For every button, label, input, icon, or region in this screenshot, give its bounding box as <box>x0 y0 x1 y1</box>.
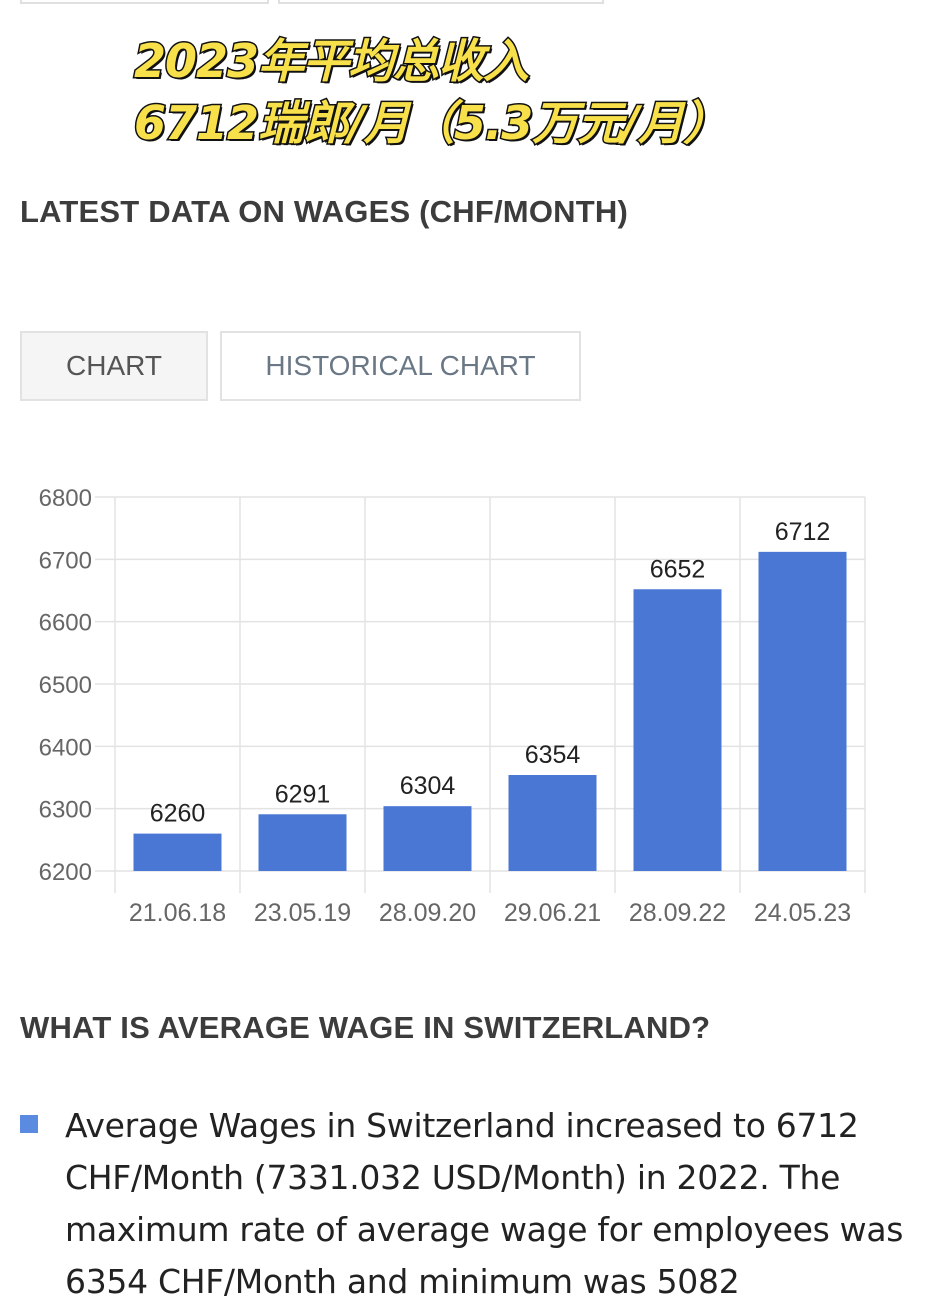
y-tick-label: 6500 <box>39 672 92 699</box>
bar <box>508 775 597 871</box>
x-tick-label: 24.05.23 <box>754 899 851 927</box>
bar-data-label: 6260 <box>150 800 206 828</box>
bar <box>133 833 222 871</box>
bullet-icon <box>20 1115 38 1133</box>
y-tick-label: 6700 <box>39 547 92 574</box>
x-tick-label: 28.09.22 <box>629 899 726 927</box>
description-text: Average Wages in Switzerland increased t… <box>65 1106 904 1301</box>
tab-historical-chart[interactable]: HISTORICAL CHART <box>220 331 581 401</box>
overlay-title-line1: 2023年平均总收入 <box>132 33 530 90</box>
bar-data-label: 6652 <box>650 555 706 583</box>
x-tick-label: 28.09.20 <box>379 899 476 927</box>
x-tick-label: 21.06.18 <box>129 899 226 927</box>
y-tick-label: 6400 <box>39 734 92 761</box>
tab-chart[interactable]: CHART <box>20 331 208 401</box>
bar <box>758 551 847 871</box>
top-tab-left <box>20 0 269 4</box>
bar-data-label: 6304 <box>400 772 456 800</box>
bar <box>633 589 722 871</box>
x-tick-label: 23.05.19 <box>254 899 351 927</box>
overlay-title: 2023年平均总收入 6712瑞郎/月（5.3万元/月） <box>132 30 730 154</box>
wages-bar-chart: 6200 6300 6400 6500 6600 6700 6800 6260 21.06.18… <box>39 485 866 927</box>
y-tick-label: 6200 <box>39 859 92 886</box>
bar-data-label: 6354 <box>525 741 581 769</box>
y-tick-label: 6800 <box>39 485 92 512</box>
x-tick-label: 29.06.21 <box>504 899 601 927</box>
y-tick-label: 6600 <box>39 610 92 637</box>
overlay-title-line2: 6712瑞郎/月（5.3万元/月） <box>132 95 730 152</box>
bar <box>383 806 472 871</box>
average-wage-heading: WHAT IS AVERAGE WAGE IN SWITZERLAND? <box>20 1010 711 1045</box>
top-tab-right <box>278 0 604 4</box>
latest-wages-heading: LATEST DATA ON WAGES (CHF/MONTH) <box>20 194 628 229</box>
bar-data-label: 6712 <box>775 518 831 546</box>
bar-data-label: 6291 <box>275 780 331 808</box>
bar <box>258 814 347 871</box>
y-tick-label: 6300 <box>39 797 92 824</box>
